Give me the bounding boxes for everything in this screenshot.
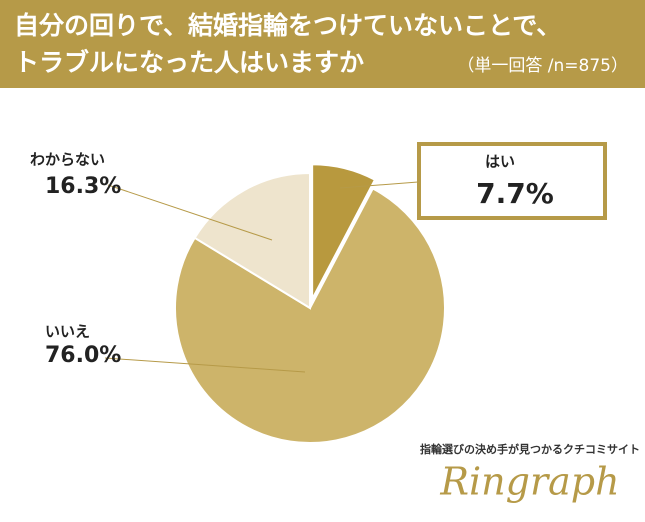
value-label: 16.3% — [45, 174, 121, 199]
chart-title: 自分の回りで、結婚指輪をつけていないことで、 — [14, 11, 561, 40]
pie-slice — [174, 187, 446, 444]
leader-line — [107, 184, 273, 241]
leader-line — [339, 181, 419, 189]
header-band — [0, 0, 645, 88]
category-label: わからない — [30, 151, 105, 169]
chart-title: トラブルになった人はいますか — [14, 48, 364, 77]
pie-slice — [311, 163, 377, 300]
callout-box — [417, 142, 607, 220]
value-label: 76.0% — [45, 343, 121, 368]
leader-line — [104, 357, 306, 373]
brand-logo: Ringraph — [439, 460, 619, 504]
category-label: いいえ — [45, 323, 90, 341]
brand-tagline: 指輪選びの決め手が見つかるクチコミサイト — [420, 442, 640, 456]
category-label: はい — [485, 153, 515, 171]
pie-slice — [193, 171, 311, 310]
value-label: 7.7% — [476, 177, 554, 210]
chart-subtitle: （単一回答 /n=875） — [457, 55, 628, 76]
